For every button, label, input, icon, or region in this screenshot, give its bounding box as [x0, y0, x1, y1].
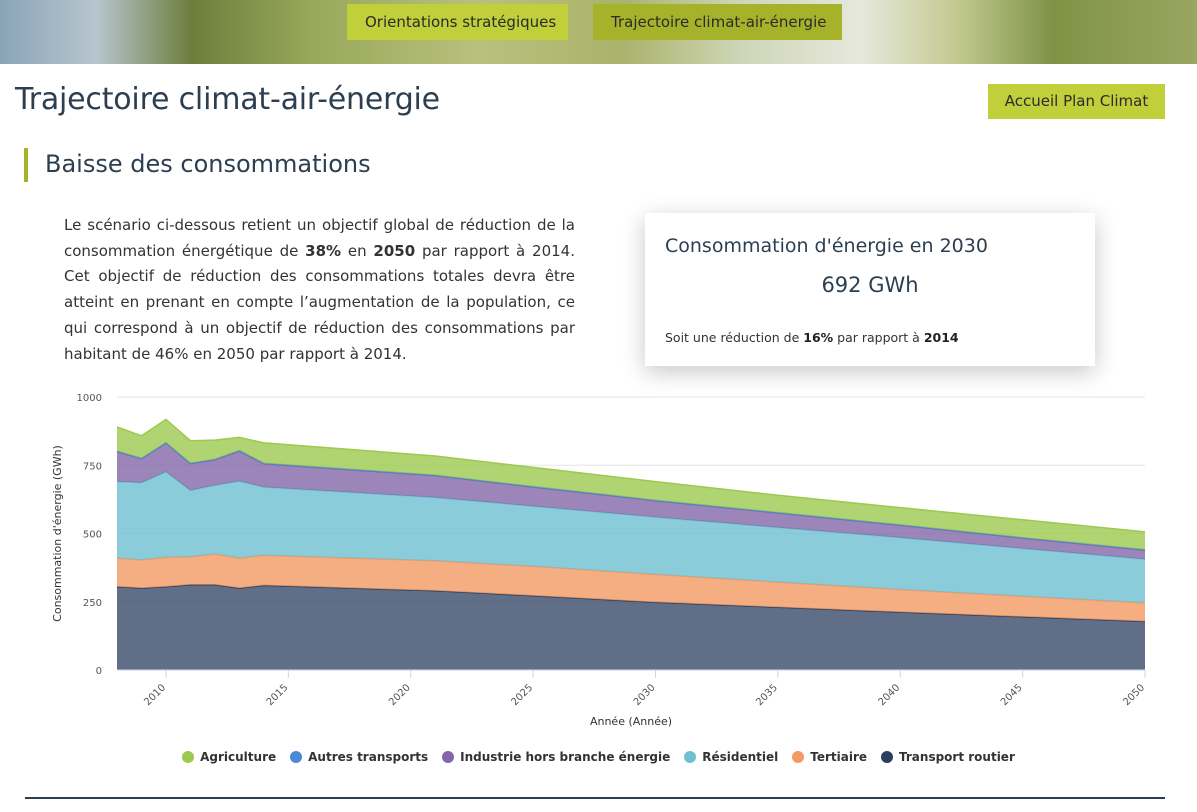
note-year: 2014: [923, 330, 959, 345]
legend-item[interactable]: Résidentiel: [684, 750, 778, 764]
area-tertiaire: [117, 554, 1145, 622]
intro-year: 2050: [373, 241, 416, 260]
legend-label: Industrie hors branche énergie: [460, 750, 671, 764]
x-tick-label: 2050: [1121, 682, 1147, 708]
legend-dot: [684, 751, 697, 763]
x-tick-label: 2045: [999, 682, 1025, 708]
legend-item[interactable]: Autres transports: [290, 750, 428, 764]
line-autres-transports: [116, 441, 1146, 551]
line-transport-routier: [116, 584, 1146, 623]
legend-dot: [182, 751, 195, 763]
legend-label: Agriculture: [200, 750, 277, 764]
y-tick-label: 750: [83, 461, 102, 472]
legend-item[interactable]: Transport routier: [881, 750, 1015, 764]
legend-item[interactable]: Industrie hors branche énergie: [442, 750, 670, 764]
y-tick-label: 250: [83, 598, 102, 609]
area-r-sidentiel: [117, 471, 1145, 603]
intro-text-1: Le scénario ci-dessous retient un object…: [64, 216, 575, 260]
legend-dot: [290, 751, 303, 763]
home-plan-climat-button[interactable]: Accueil Plan Climat: [988, 84, 1165, 119]
legend-item[interactable]: Agriculture: [182, 750, 276, 764]
x-tick-label: 2035: [754, 682, 780, 708]
legend-label: Tertiaire: [810, 750, 868, 764]
note-text-2: par rapport à: [833, 330, 924, 345]
x-tick-label: 2010: [142, 682, 168, 708]
legend-label: Résidentiel: [702, 750, 779, 764]
x-tick-label: 2015: [265, 682, 291, 708]
note-pct: 16%: [803, 330, 834, 345]
stat-card-note: Soit une réduction de 16% par rapport à …: [665, 330, 959, 345]
chart-legend: Agriculture Autres transports Industrie ho…: [0, 750, 1197, 766]
tab-orientations-strategiques[interactable]: Orientations stratégiques: [347, 4, 568, 40]
area-transport-routier: [117, 584, 1145, 670]
section-accent-bar: [24, 148, 28, 182]
x-tick-label: 2040: [877, 682, 903, 708]
intro-text-3: par rapport à 2014. Cet objectif de rédu…: [64, 241, 575, 363]
bottom-divider: [25, 797, 1165, 799]
x-axis-title: Année (Année): [590, 715, 672, 728]
x-tick-label: 2025: [509, 682, 535, 708]
intro-text-2: en: [341, 241, 374, 260]
y-tick-label: 1000: [77, 393, 102, 404]
x-tick-label: 2020: [387, 682, 413, 708]
note-text-1: Soit une réduction de: [665, 330, 804, 345]
legend-dot: [881, 751, 894, 763]
legend-item[interactable]: Tertiaire: [792, 750, 867, 764]
legend-label: Autres transports: [308, 750, 429, 764]
intro-pct: 38%: [305, 241, 342, 260]
y-tick-label: 0: [96, 666, 102, 677]
intro-paragraph: Le scénario ci-dessous retient un object…: [64, 213, 575, 367]
legend-dot: [442, 751, 455, 763]
legend-dot: [792, 751, 805, 763]
tab-trajectoire-climat[interactable]: Trajectoire climat-air-énergie: [593, 4, 842, 40]
stacked-area-chart: 0 250 500 750 1000 2010 2015 2020 2025 2030 2035 20…: [51, 393, 1147, 728]
y-tick-label: 500: [83, 530, 102, 541]
y-axis-title: Consommation d'énergie (GWh): [51, 445, 64, 622]
stat-card-value: 692 GWh: [821, 273, 919, 297]
legend-label: Transport routier: [899, 750, 1015, 764]
x-tick-label: 2030: [632, 682, 658, 708]
page-title: Trajectoire climat-air-énergie: [15, 82, 440, 117]
section-title: Baisse des consommations: [45, 150, 371, 178]
line-agriculture: [116, 418, 1146, 533]
stat-card-title: Consommation d'énergie en 2030: [665, 235, 988, 257]
stat-card: Consommation d'énergie en 2030 692 GWh S…: [645, 213, 1095, 366]
